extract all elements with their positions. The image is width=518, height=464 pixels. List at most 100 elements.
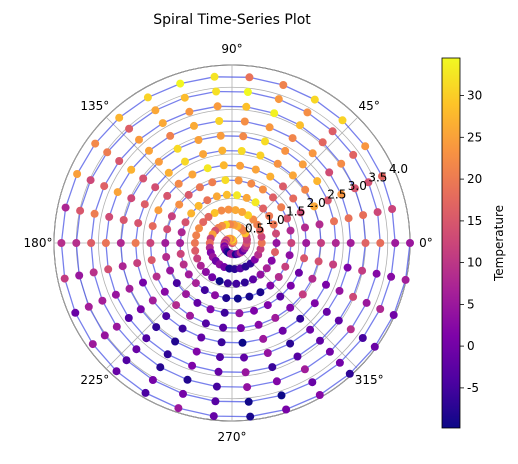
data-point xyxy=(212,87,221,96)
theta-tick-label-45: 45° xyxy=(359,99,380,113)
data-point xyxy=(250,306,258,315)
r-tick-label-4.0: 4.0 xyxy=(389,162,408,176)
data-point xyxy=(310,95,319,104)
data-point xyxy=(113,188,122,197)
data-point xyxy=(322,307,331,316)
data-point xyxy=(98,296,107,305)
data-point xyxy=(254,320,263,329)
data-point xyxy=(214,367,223,376)
data-point xyxy=(310,299,319,308)
data-point xyxy=(239,132,248,141)
data-point xyxy=(160,287,169,296)
data-point xyxy=(176,239,185,247)
data-point xyxy=(331,239,340,247)
data-point xyxy=(195,183,204,192)
data-point xyxy=(274,95,283,104)
data-point xyxy=(271,248,279,257)
data-point xyxy=(88,340,97,349)
data-point xyxy=(84,302,93,311)
data-point xyxy=(302,239,311,247)
data-point xyxy=(240,117,249,126)
colorbar-tick-label: 25 xyxy=(467,130,482,144)
data-point xyxy=(176,79,185,88)
data-point xyxy=(76,206,85,215)
data-point xyxy=(343,263,352,272)
data-point xyxy=(222,294,231,303)
data-point xyxy=(315,391,324,399)
data-point xyxy=(181,218,190,227)
angular-grid-line xyxy=(105,242,233,370)
data-point xyxy=(61,203,70,212)
r-tick-labels: 0.5 1.0 1.5 2.0 2.5 3.0 3.5 4.0 xyxy=(245,162,408,236)
data-point xyxy=(376,305,385,313)
data-point xyxy=(244,397,253,406)
data-point xyxy=(243,383,252,392)
data-point xyxy=(192,347,201,356)
data-point xyxy=(188,361,197,370)
data-point xyxy=(191,246,200,255)
data-point xyxy=(335,286,344,295)
data-point xyxy=(298,290,307,299)
data-point xyxy=(183,375,192,384)
data-point xyxy=(296,121,304,130)
data-point xyxy=(212,192,221,201)
data-point xyxy=(166,266,175,275)
data-point xyxy=(163,225,172,234)
data-point xyxy=(139,278,147,287)
data-point xyxy=(203,164,212,173)
data-point xyxy=(259,334,268,343)
data-point xyxy=(314,257,323,266)
data-point xyxy=(206,305,215,314)
data-point xyxy=(222,190,231,199)
data-point xyxy=(268,363,277,372)
data-point xyxy=(289,194,298,203)
polar-axes: 0° 45° 90° 135° 180° 225° 270° 315° 0.5 … xyxy=(24,42,433,444)
data-point xyxy=(266,281,275,290)
data-point xyxy=(267,256,276,265)
data-point xyxy=(184,270,193,279)
data-point xyxy=(175,200,184,209)
theta-tick-label-225: 225° xyxy=(80,373,109,387)
data-point xyxy=(323,196,332,205)
data-point xyxy=(163,350,172,359)
data-point xyxy=(256,151,265,160)
data-point xyxy=(193,298,202,307)
theta-tick-label-315: 315° xyxy=(355,373,384,387)
data-point xyxy=(296,208,305,217)
data-point xyxy=(210,72,219,81)
data-point xyxy=(301,185,310,194)
data-point xyxy=(241,368,250,377)
data-point xyxy=(240,353,248,362)
data-point xyxy=(358,334,367,342)
data-point xyxy=(196,261,205,270)
data-point xyxy=(105,212,114,221)
data-point xyxy=(147,256,156,265)
data-point xyxy=(238,208,247,216)
data-point xyxy=(233,191,241,200)
data-point xyxy=(139,174,148,183)
data-point xyxy=(223,279,232,288)
data-point xyxy=(224,205,233,214)
data-point xyxy=(276,292,285,301)
data-point xyxy=(272,239,281,247)
data-point xyxy=(174,404,183,413)
data-point xyxy=(127,194,136,203)
data-point xyxy=(344,214,353,223)
data-point xyxy=(279,81,288,89)
data-point xyxy=(125,284,134,293)
data-point xyxy=(322,280,330,289)
data-point xyxy=(274,273,283,281)
theta-tick-label-0: 0° xyxy=(419,236,433,250)
data-point xyxy=(179,389,187,398)
r-tick-label-3.5: 3.5 xyxy=(368,170,387,184)
data-point xyxy=(87,239,96,247)
data-point xyxy=(328,127,337,136)
data-point xyxy=(301,223,309,232)
data-point xyxy=(266,172,275,181)
data-point xyxy=(388,205,397,213)
theta-tick-labels: 0° 45° 90° 135° 180° 225° 270° 315° xyxy=(24,42,433,444)
data-point xyxy=(313,177,322,186)
data-point xyxy=(152,323,161,332)
data-point xyxy=(75,271,84,280)
data-point xyxy=(197,333,206,342)
